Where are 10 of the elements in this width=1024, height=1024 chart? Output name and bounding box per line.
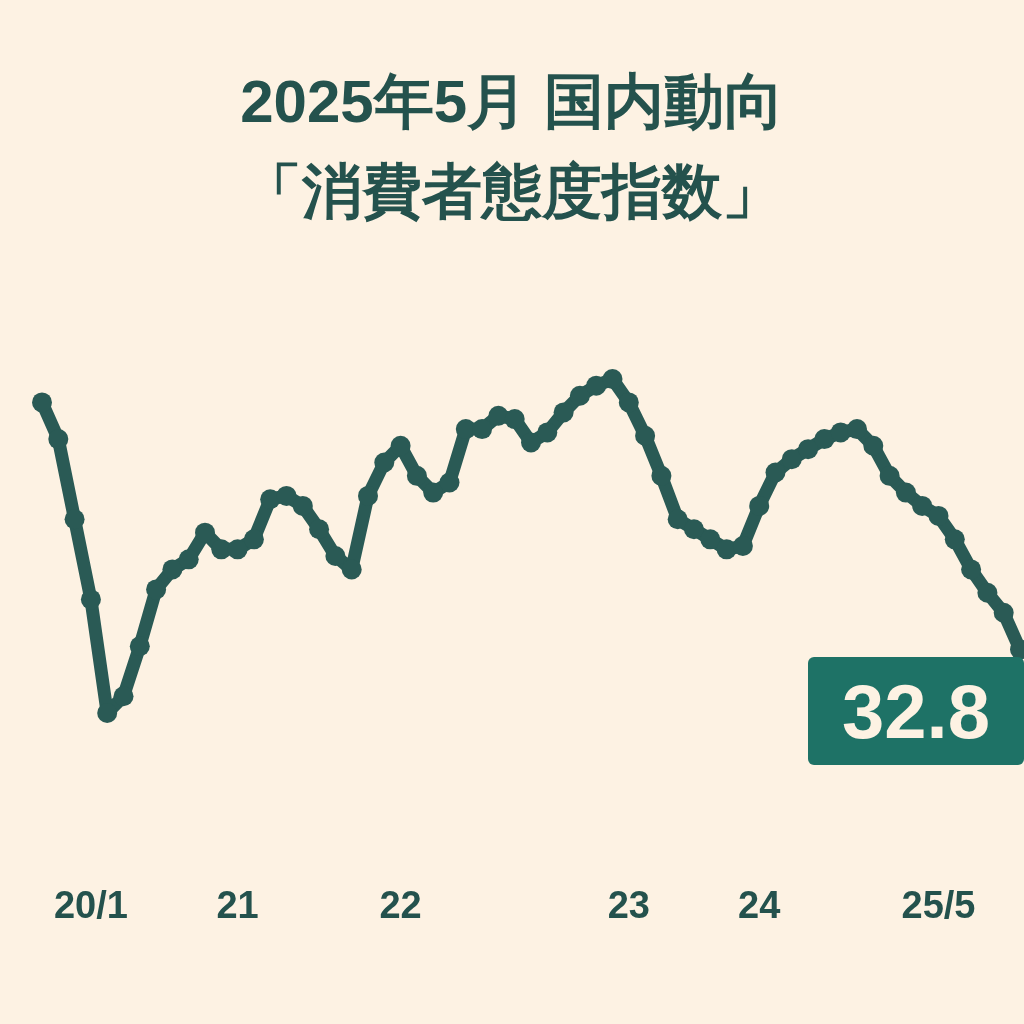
x-tick-label: 21 — [216, 884, 259, 926]
x-tick-label: 22 — [379, 884, 422, 926]
chart-subtitle: 「消費者態度指数」 — [242, 158, 782, 225]
x-tick-label: 20/1 — [53, 884, 128, 926]
chart-title: 2025年5月 国内動向 — [240, 68, 784, 135]
annotation: 32.8 — [842, 669, 990, 754]
x-tick-label: 24 — [738, 884, 781, 926]
x-tick-label: 23 — [607, 884, 650, 926]
annotation: 32.8 — [808, 657, 1024, 765]
x-tick-label: 25/5 — [901, 884, 976, 926]
